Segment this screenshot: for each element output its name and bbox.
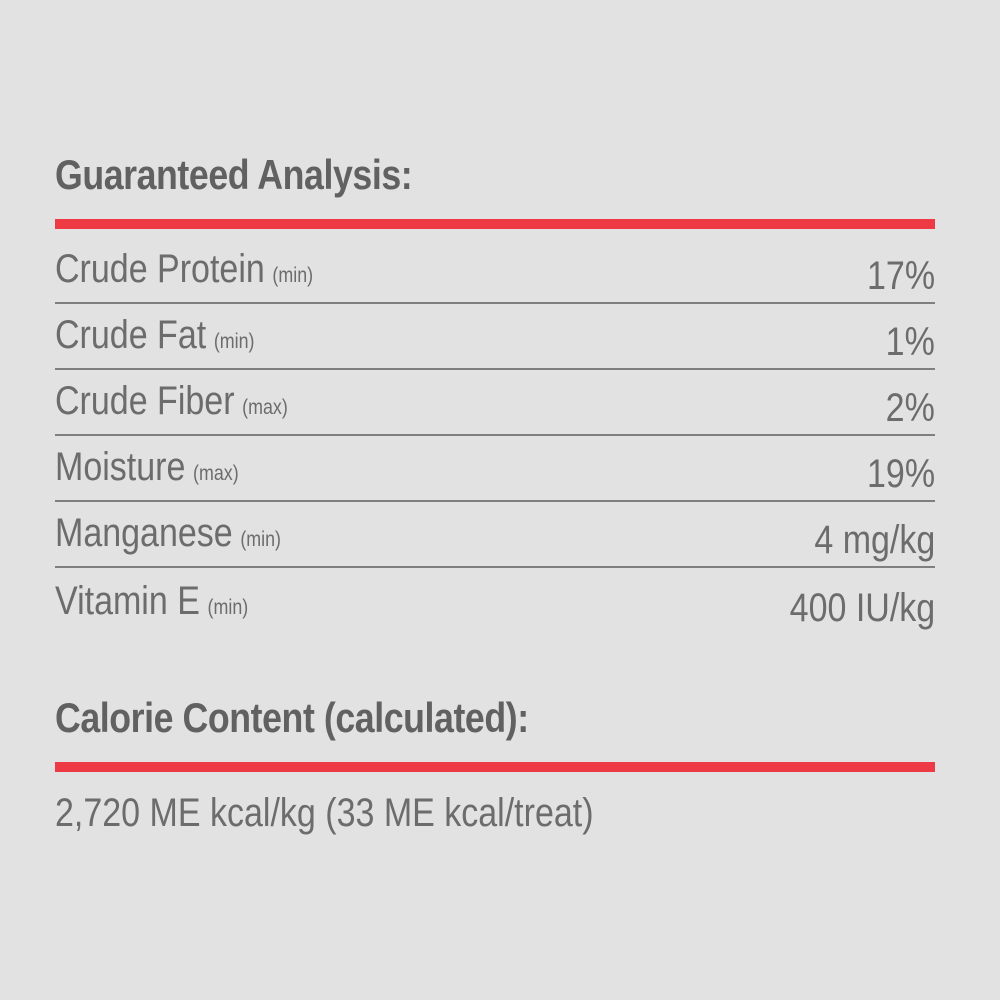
analysis-table: Crude Protein (min) 17% Crude Fat (min) 1%…	[55, 229, 935, 634]
analysis-table-row: Crude Fiber (max) 2%	[55, 370, 935, 436]
nutrient-value: 1%	[885, 320, 935, 364]
nutrient-label: Vitamin E (min)	[55, 581, 248, 628]
nutrient-label: Crude Protein (min)	[55, 249, 313, 296]
nutrient-label: Manganese (min)	[55, 513, 281, 560]
nutrient-label: Moisture (max)	[55, 447, 239, 494]
nutrient-name: Vitamin E	[55, 579, 200, 623]
nutrient-name: Manganese	[55, 511, 233, 555]
analysis-table-row: Vitamin E (min) 400 IU/kg	[55, 568, 935, 634]
nutrient-basis: (min)	[213, 330, 255, 353]
analysis-table-row: Crude Fat (min) 1%	[55, 304, 935, 370]
guaranteed-analysis-heading-text: Guaranteed Analysis:	[55, 151, 413, 198]
nutrient-basis: (max)	[242, 396, 288, 419]
calorie-content-heading: Calorie Content (calculated):	[55, 697, 935, 739]
nutrient-basis: (min)	[240, 528, 281, 551]
nutrient-value: 400 IU/kg	[789, 586, 935, 630]
nutrient-value: 19%	[866, 452, 935, 496]
nutrient-name: Crude Protein	[55, 247, 265, 291]
nutrient-basis: (max)	[193, 462, 239, 485]
nutrient-name: Crude Fiber	[55, 379, 235, 423]
nutrient-value: 2%	[885, 386, 935, 430]
nutrient-name: Moisture	[55, 445, 186, 489]
guaranteed-analysis-heading: Guaranteed Analysis:	[55, 154, 935, 196]
analysis-table-row: Moisture (max) 19%	[55, 436, 935, 502]
analysis-table-row: Crude Protein (min) 17%	[55, 229, 935, 304]
calorie-content-rule	[55, 762, 935, 772]
nutrient-name: Crude Fat	[55, 313, 207, 357]
guaranteed-analysis-rule	[55, 219, 935, 229]
nutrient-label: Crude Fat (min)	[55, 315, 254, 362]
calorie-content-value: 2,720 ME kcal/kg (33 ME kcal/treat)	[55, 793, 935, 833]
nutrient-label: Crude Fiber (max)	[55, 381, 288, 428]
analysis-table-row: Manganese (min) 4 mg/kg	[55, 502, 935, 568]
nutrient-basis: (min)	[272, 264, 314, 287]
calorie-content-value-text: 2,720 ME kcal/kg (33 ME kcal/treat)	[55, 791, 594, 835]
nutrient-basis: (min)	[207, 596, 249, 619]
nutrient-value: 17%	[866, 254, 935, 298]
calorie-content-heading-text: Calorie Content (calculated):	[55, 694, 529, 741]
nutrient-value: 4 mg/kg	[814, 518, 935, 562]
